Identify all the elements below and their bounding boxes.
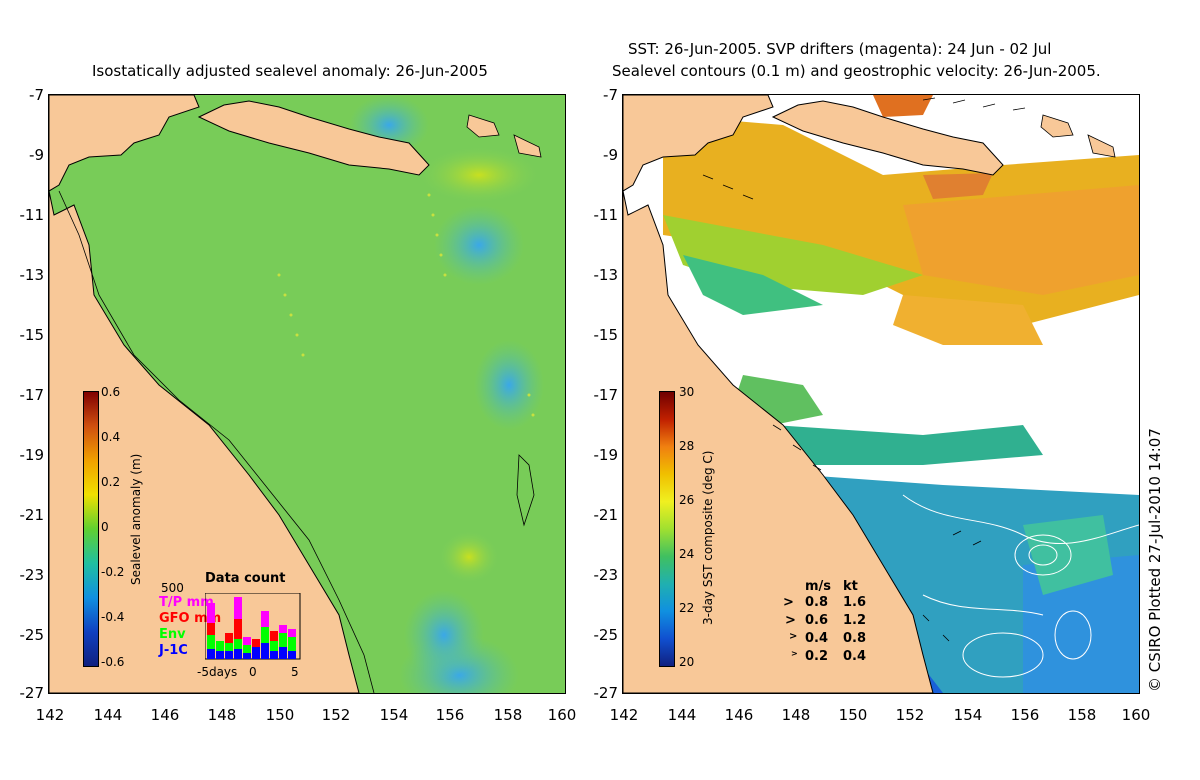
y-tick-left-6: -19 bbox=[19, 446, 45, 464]
x-tick-right-9: 160 bbox=[1121, 706, 1151, 724]
right-cb-tick-2: 26 bbox=[679, 493, 695, 507]
y-tick-right-0: -7 bbox=[603, 86, 618, 104]
x-tick-left-1: 144 bbox=[93, 706, 123, 724]
left-cb-tick-0: 0.6 bbox=[101, 385, 121, 399]
velocity-ms-0: 0.8 bbox=[805, 595, 829, 610]
velocity-ms-3: 0.2 bbox=[805, 649, 829, 664]
velocity-kt-3: 0.4 bbox=[843, 649, 867, 664]
left-title: Isostatically adjusted sealevel anomaly:… bbox=[92, 62, 488, 80]
velocity-legend-header-ms: m/s bbox=[805, 579, 832, 594]
x-tick-right-2: 146 bbox=[724, 706, 754, 724]
data-count-inset: Data count 500 T/P mm GFO mm Env J-1C -5… bbox=[157, 571, 307, 683]
copyright: © CSIRO Plotted 27-Jul-2010 14:07 bbox=[1146, 428, 1164, 692]
right-cb-tick-3: 24 bbox=[679, 547, 695, 561]
x-tick-right-4: 150 bbox=[838, 706, 868, 724]
left-cb-tick-2: 0.2 bbox=[101, 475, 121, 489]
y-tick-right-7: -21 bbox=[593, 506, 619, 524]
left-cb-tick-1: 0.4 bbox=[101, 430, 121, 444]
right-cb-tick-5: 20 bbox=[679, 655, 695, 669]
left-cb-tick-6: -0.6 bbox=[101, 655, 125, 669]
data-count-bars bbox=[205, 593, 301, 660]
data-count-series-3: J-1C bbox=[159, 643, 188, 658]
y-tick-left-0: -7 bbox=[29, 86, 44, 104]
velocity-kt-0: 1.6 bbox=[843, 595, 867, 610]
data-count-series-0: T/P mm bbox=[159, 595, 214, 610]
y-tick-left-1: -9 bbox=[29, 146, 44, 164]
left-map-canvas bbox=[49, 95, 565, 693]
x-tick-right-8: 158 bbox=[1067, 706, 1097, 724]
velocity-ms-2: 0.4 bbox=[805, 631, 829, 646]
left-cb-tick-5: -0.4 bbox=[101, 610, 125, 624]
x-tick-left-2: 146 bbox=[150, 706, 180, 724]
y-tick-right-4: -15 bbox=[593, 326, 619, 344]
australia-land bbox=[49, 95, 200, 192]
right-cb-tick-1: 28 bbox=[679, 439, 695, 453]
y-tick-right-2: -11 bbox=[593, 206, 619, 224]
right-map: 30 28 26 24 22 20 3-day SST composite (d… bbox=[622, 94, 1140, 694]
y-tick-left-5: -17 bbox=[19, 386, 45, 404]
data-count-xlabel-0: -5days bbox=[197, 665, 238, 679]
y-tick-right-10: -27 bbox=[593, 684, 619, 702]
x-tick-right-5: 152 bbox=[895, 706, 925, 724]
y-tick-left-2: -11 bbox=[19, 206, 45, 224]
x-tick-left-6: 154 bbox=[379, 706, 409, 724]
y-tick-left-9: -25 bbox=[19, 626, 45, 644]
y-tick-right-3: -13 bbox=[593, 266, 619, 284]
data-count-series-1: GFO mm bbox=[159, 611, 222, 626]
left-cb-tick-4: -0.2 bbox=[101, 565, 125, 579]
x-tick-left-5: 152 bbox=[321, 706, 351, 724]
x-tick-right-0: 142 bbox=[609, 706, 639, 724]
y-tick-left-4: -15 bbox=[19, 326, 45, 344]
x-tick-left-0: 142 bbox=[35, 706, 65, 724]
y-tick-right-1: -9 bbox=[603, 146, 618, 164]
x-tick-left-9: 160 bbox=[547, 706, 577, 724]
data-count-xlabel-2: 5 bbox=[291, 665, 299, 679]
velocity-legend-header-kt: kt bbox=[843, 579, 858, 594]
y-tick-right-5: -17 bbox=[593, 386, 619, 404]
velocity-arrow-1: > bbox=[785, 613, 796, 628]
y-tick-right-9: -25 bbox=[593, 626, 619, 644]
right-colorbar bbox=[659, 391, 675, 667]
y-tick-right-8: -23 bbox=[593, 566, 619, 584]
x-tick-left-8: 158 bbox=[493, 706, 523, 724]
right-cb-tick-0: 30 bbox=[679, 385, 695, 399]
x-tick-left-7: 156 bbox=[435, 706, 465, 724]
velocity-legend: m/s kt > 0.8 1.6 > 0.6 1.2 > 0.4 0.8 > 0… bbox=[783, 579, 893, 669]
y-tick-left-7: -21 bbox=[19, 506, 45, 524]
left-cb-tick-3: 0 bbox=[101, 520, 109, 534]
x-tick-right-7: 156 bbox=[1010, 706, 1040, 724]
x-tick-right-6: 154 bbox=[953, 706, 983, 724]
data-count-series-2: Env bbox=[159, 627, 186, 642]
left-map: 0.6 0.4 0.2 0 -0.2 -0.4 -0.6 Sealevel an… bbox=[48, 94, 566, 694]
right-cb-tick-4: 22 bbox=[679, 601, 695, 615]
data-count-title: Data count bbox=[205, 571, 286, 586]
right-map-canvas bbox=[623, 95, 1139, 693]
velocity-kt-2: 0.8 bbox=[843, 631, 867, 646]
y-tick-right-6: -19 bbox=[593, 446, 619, 464]
velocity-arrow-3: > bbox=[791, 649, 798, 658]
x-tick-left-4: 150 bbox=[265, 706, 295, 724]
x-tick-right-3: 148 bbox=[781, 706, 811, 724]
left-cb-label: Sealevel anomaly (m) bbox=[129, 453, 143, 585]
data-count-xlabel-1: 0 bbox=[249, 665, 257, 679]
x-tick-right-1: 144 bbox=[667, 706, 697, 724]
velocity-ms-1: 0.6 bbox=[805, 613, 829, 628]
y-tick-left-10: -27 bbox=[19, 684, 45, 702]
x-tick-left-3: 148 bbox=[207, 706, 237, 724]
y-tick-left-3: -13 bbox=[19, 266, 45, 284]
right-cb-label: 3-day SST composite (deg C) bbox=[701, 450, 715, 625]
velocity-kt-1: 1.2 bbox=[843, 613, 867, 628]
right-title-line2: Sealevel contours (0.1 m) and geostrophi… bbox=[612, 62, 1101, 80]
data-count-ymax: 500 bbox=[161, 581, 184, 595]
velocity-arrow-2: > bbox=[789, 631, 798, 642]
velocity-arrow-0: > bbox=[783, 595, 794, 610]
australia-land-right bbox=[623, 95, 774, 192]
left-colorbar bbox=[83, 391, 99, 667]
right-title-line1: SST: 26-Jun-2005. SVP drifters (magenta)… bbox=[628, 40, 1052, 58]
y-tick-left-8: -23 bbox=[19, 566, 45, 584]
